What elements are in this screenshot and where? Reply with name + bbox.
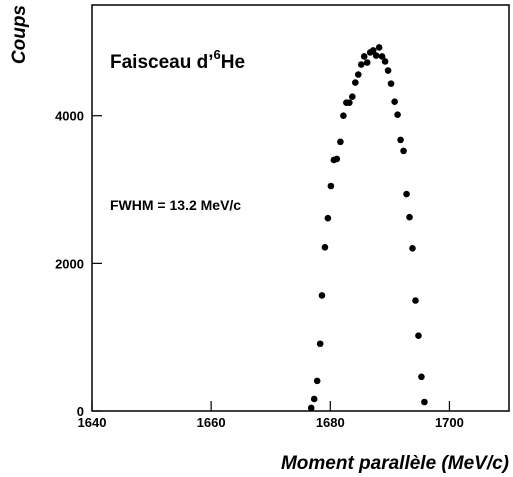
data-point	[375, 44, 383, 51]
data-point	[391, 98, 398, 106]
x-tick-label: 1660	[197, 415, 226, 430]
data-point	[337, 138, 344, 146]
x-tick-label: 1680	[316, 415, 345, 430]
annotation-superscript: 6	[214, 47, 221, 62]
data-point	[421, 398, 428, 406]
data-point	[381, 58, 389, 65]
data-point	[318, 292, 326, 299]
data-point	[387, 80, 395, 87]
x-tick-label: 1640	[78, 415, 107, 430]
data-point	[372, 52, 380, 59]
annotation: Faisceau d’6He	[110, 47, 245, 73]
data-point	[346, 99, 353, 106]
y-tick-label: 2000	[55, 256, 84, 271]
data-point	[324, 214, 332, 222]
y-axis-label: Coups	[9, 5, 30, 64]
data-point	[333, 155, 341, 163]
data-point	[394, 111, 401, 118]
data-point	[400, 147, 407, 155]
data-point	[397, 136, 404, 144]
annotation: FWHM = 13.2 MeV/c	[110, 197, 241, 213]
data-point	[354, 71, 362, 78]
data-point	[357, 61, 365, 68]
data-point	[360, 53, 368, 60]
y-tick-label: 0	[77, 404, 84, 419]
data-point	[378, 53, 386, 60]
y-tick-label: 4000	[55, 109, 84, 124]
data-point	[415, 332, 422, 340]
data-point	[307, 404, 315, 412]
annotation-text: He	[221, 52, 245, 73]
annotation-text: Faisceau d’	[110, 52, 214, 73]
data-point	[321, 243, 329, 251]
data-point	[313, 377, 321, 385]
data-point	[310, 395, 318, 403]
data-point	[316, 340, 324, 348]
data-point	[412, 297, 419, 304]
plot-frame	[91, 4, 510, 412]
x-axis-label: Moment parallèle (MeV/c)	[281, 453, 509, 474]
data-point	[363, 59, 371, 66]
x-tick-label: 1700	[435, 415, 464, 430]
data-point	[327, 182, 335, 190]
data-point	[409, 245, 416, 252]
data-point	[406, 213, 413, 221]
data-point	[403, 190, 410, 198]
data-point	[418, 373, 425, 381]
data-point	[352, 79, 359, 86]
data-point	[369, 47, 377, 54]
data-point	[340, 112, 347, 120]
data-point	[384, 67, 392, 74]
data-point	[349, 93, 356, 100]
